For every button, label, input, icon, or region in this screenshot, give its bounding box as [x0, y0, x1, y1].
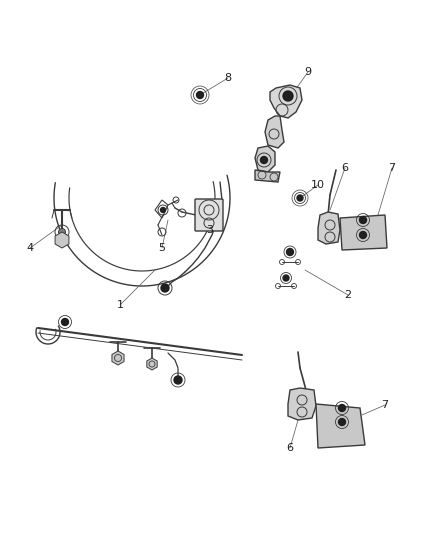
- Polygon shape: [288, 388, 316, 420]
- Circle shape: [61, 319, 68, 326]
- Polygon shape: [318, 212, 340, 244]
- Circle shape: [360, 216, 367, 223]
- Text: 10: 10: [311, 180, 325, 190]
- FancyBboxPatch shape: [195, 199, 223, 231]
- Polygon shape: [112, 351, 124, 365]
- Circle shape: [197, 92, 204, 99]
- Polygon shape: [147, 358, 157, 370]
- Polygon shape: [55, 232, 69, 248]
- Circle shape: [174, 376, 182, 384]
- Text: 8: 8: [224, 73, 232, 83]
- Circle shape: [297, 195, 303, 201]
- Text: 9: 9: [304, 67, 311, 77]
- Polygon shape: [255, 146, 275, 172]
- Text: 2: 2: [344, 290, 352, 300]
- Text: 6: 6: [286, 443, 293, 453]
- Text: 7: 7: [389, 163, 396, 173]
- Text: 1: 1: [117, 300, 124, 310]
- Polygon shape: [340, 215, 387, 250]
- Polygon shape: [270, 85, 302, 118]
- Circle shape: [360, 231, 367, 238]
- Text: 7: 7: [381, 400, 389, 410]
- Text: 3: 3: [206, 225, 213, 235]
- Polygon shape: [316, 404, 365, 448]
- Circle shape: [59, 229, 66, 236]
- Circle shape: [261, 157, 268, 164]
- Circle shape: [160, 207, 166, 213]
- Circle shape: [339, 405, 346, 411]
- Text: 4: 4: [26, 243, 34, 253]
- Polygon shape: [265, 116, 284, 148]
- Polygon shape: [255, 170, 280, 182]
- Circle shape: [161, 284, 169, 292]
- Circle shape: [283, 91, 293, 101]
- Circle shape: [339, 418, 346, 425]
- Text: 6: 6: [342, 163, 349, 173]
- Text: 5: 5: [159, 243, 166, 253]
- Circle shape: [283, 275, 289, 281]
- Circle shape: [286, 248, 293, 255]
